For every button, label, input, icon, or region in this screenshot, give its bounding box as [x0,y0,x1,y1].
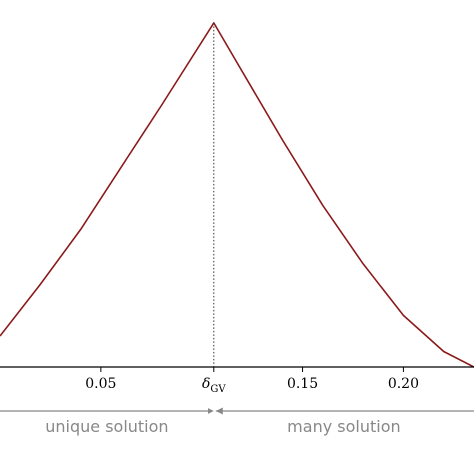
x-tick-label: 0.05 [85,376,116,392]
region-label: unique solution [45,417,168,436]
x-tick-label: 0.20 [388,376,419,392]
solution-regions: unique solution many solution [0,407,474,436]
plot-area [0,22,474,368]
x-tick-label: 0.15 [287,376,318,392]
x-ticks: 0.05 0.15 0.20 [85,367,419,392]
delta-gv-tick-label: δGV [202,376,226,395]
region-label: many solution [287,417,400,436]
region-arrowhead [215,407,223,415]
series-line-0 [0,22,474,368]
delta-gv-marker: δGV [202,22,226,395]
